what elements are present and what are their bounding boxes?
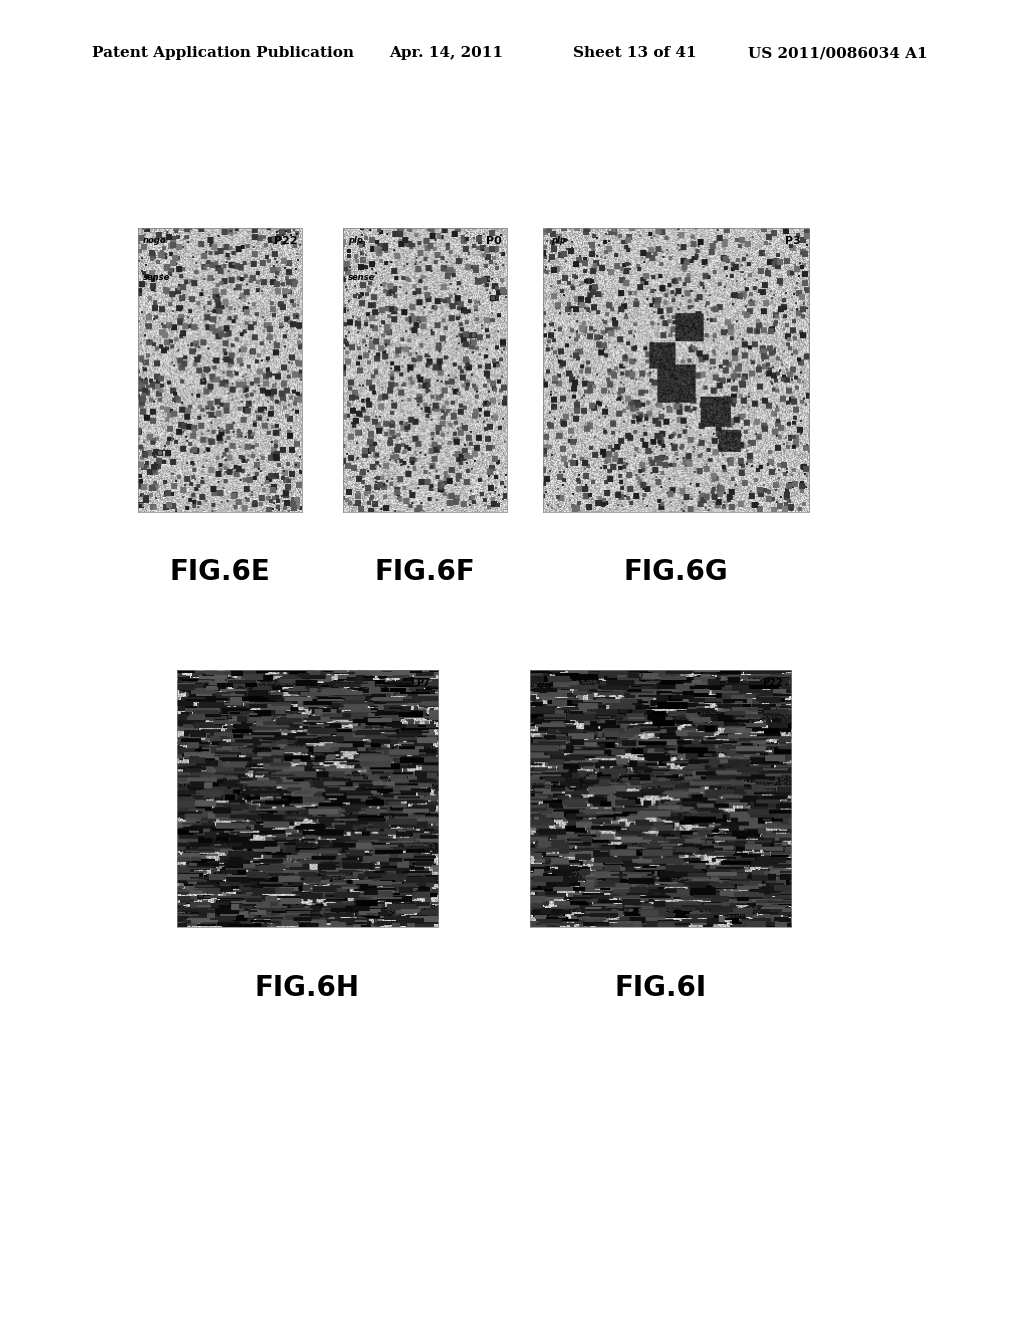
Text: P22: P22 <box>763 677 783 688</box>
Text: nogo: nogo <box>143 236 167 246</box>
Text: US 2011/0086034 A1: US 2011/0086034 A1 <box>748 46 927 61</box>
Text: FIG.6G: FIG.6G <box>624 558 728 586</box>
Text: FIG.6H: FIG.6H <box>255 974 359 1002</box>
Text: P22: P22 <box>273 236 297 247</box>
Text: FIG.6E: FIG.6E <box>170 558 270 586</box>
Text: Apr. 14, 2011: Apr. 14, 2011 <box>389 46 503 61</box>
Text: plp: plp <box>348 236 362 246</box>
Text: FIG.6F: FIG.6F <box>375 558 475 586</box>
Text: P3: P3 <box>785 236 801 247</box>
Text: P7: P7 <box>416 677 430 688</box>
Text: sense: sense <box>348 273 375 282</box>
Text: Sheet 13 of 41: Sheet 13 of 41 <box>573 46 697 61</box>
Text: Patent Application Publication: Patent Application Publication <box>92 46 354 61</box>
Text: FIG.6I: FIG.6I <box>614 974 707 1002</box>
Text: P0: P0 <box>486 236 502 247</box>
Text: sense: sense <box>143 273 170 282</box>
Text: plp: plp <box>551 236 565 246</box>
